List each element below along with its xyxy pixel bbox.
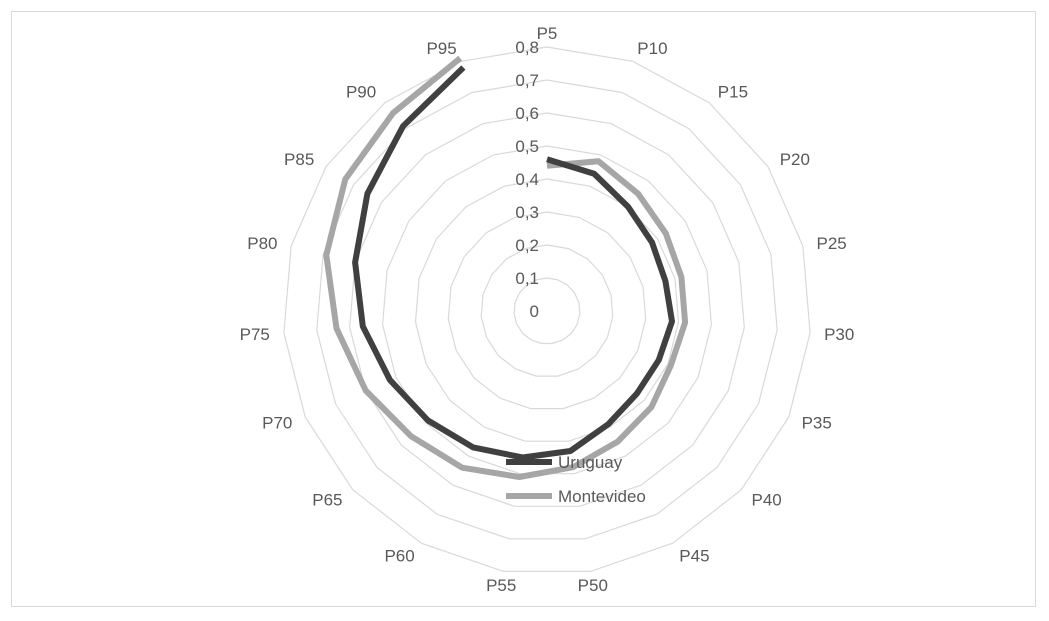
category-label: P55: [486, 576, 516, 595]
category-label: P50: [578, 576, 608, 595]
series-line: [323, 55, 689, 480]
category-label: P60: [384, 547, 414, 566]
category-label: P95: [426, 39, 456, 58]
category-label: P70: [262, 414, 292, 433]
grid-ring: [513, 277, 581, 345]
category-label: P25: [817, 234, 847, 253]
radial-tick-label: 0,1: [515, 269, 539, 288]
category-label: P20: [780, 150, 810, 169]
radial-tick-labels: 0 0,1 0,2 0,3 0,4 0,5 0,6 0,7 0,8: [515, 38, 539, 321]
series-line: [352, 65, 675, 461]
radial-tick-label: 0,6: [515, 104, 539, 123]
category-label: P10: [637, 39, 667, 58]
legend-label: Uruguay: [558, 453, 623, 472]
chart-area: 0 0,1 0,2 0,3 0,4 0,5 0,6 0,7 0,8 P5 P10 P15 P20 P25…: [11, 11, 1036, 607]
category-label: P30: [824, 325, 854, 344]
radial-tick-label: 0,7: [515, 71, 539, 90]
grid-ring: [447, 211, 647, 410]
category-label: P5: [537, 24, 558, 43]
grid-ring: [316, 79, 778, 540]
category-labels: P5 P10 P15 P20 P25 P30 P35 P40 P45 P50 P55 P60 P65 P7…: [240, 24, 855, 595]
category-label: P80: [247, 234, 277, 253]
category-label: P45: [679, 547, 709, 566]
category-label: P65: [312, 490, 342, 509]
radial-tick-label: 0,2: [515, 236, 539, 255]
category-label: P75: [240, 325, 270, 344]
grid-ring: [480, 244, 614, 377]
legend: Uruguay Montevideo: [506, 453, 646, 506]
radial-tick-label: 0,5: [515, 137, 539, 156]
radial-tick-label: 0,4: [515, 170, 539, 189]
category-label: P40: [752, 490, 782, 509]
grid-ring: [414, 178, 680, 442]
radar-chart: 0 0,1 0,2 0,3 0,4 0,5 0,6 0,7 0,8 P5 P10 P15 P20 P25…: [240, 24, 855, 595]
radial-tick-label: 0,8: [515, 38, 539, 57]
legend-label: Montevideo: [558, 487, 646, 506]
grid-ring: [349, 112, 745, 507]
grid-ring: [283, 46, 811, 573]
category-label: P35: [802, 414, 832, 433]
category-label: P90: [346, 83, 376, 102]
category-label: P85: [284, 150, 314, 169]
category-label: P15: [718, 83, 748, 102]
series-lines: [323, 55, 689, 480]
radial-tick-label: 0,3: [515, 203, 539, 222]
radial-tick-label: 0: [530, 302, 539, 321]
